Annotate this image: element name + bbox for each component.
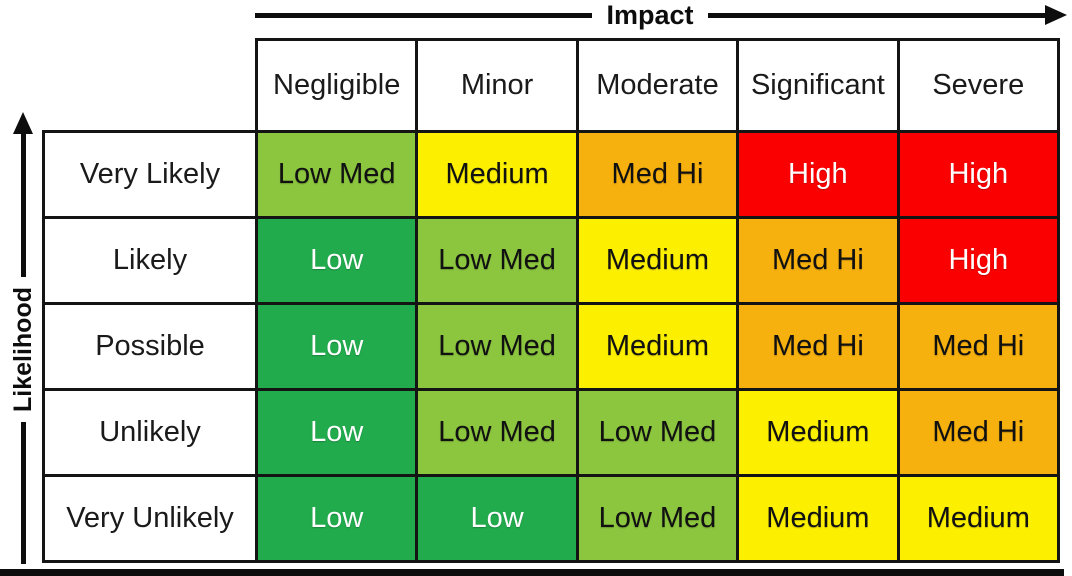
impact-axis-line-right [707, 12, 1045, 18]
impact-axis-label: Impact [606, 0, 694, 30]
risk-cell: Low [415, 474, 579, 563]
likelihood-axis-line-bottom [20, 421, 26, 564]
risk-cell: High [896, 130, 1061, 219]
risk-cell: Med Hi [896, 388, 1061, 477]
risk-cell: Medium [896, 474, 1061, 563]
risk-cell: Low Med [415, 216, 579, 305]
risk-matrix-table: Negligible Minor Moderate Significant Se… [42, 38, 1061, 563]
impact-arrowhead-icon [1045, 5, 1067, 25]
risk-cell: Med Hi [896, 302, 1061, 391]
row-header-very-likely: Very Likely [42, 130, 258, 219]
risk-cell: Med Hi [736, 302, 900, 391]
likelihood-axis-label: Likelihood [8, 286, 37, 412]
risk-cell: Medium [575, 216, 740, 305]
risk-cell: Low [254, 302, 419, 391]
risk-cell: Med Hi [575, 130, 740, 219]
risk-cell: Low Med [575, 474, 740, 563]
risk-cell: Medium [575, 302, 740, 391]
likelihood-arrowhead-icon [13, 112, 33, 134]
impact-axis: Impact [255, 0, 1067, 30]
risk-cell: Low [254, 216, 419, 305]
column-header-minor: Minor [415, 38, 579, 133]
risk-cell: Med Hi [736, 216, 900, 305]
row-header-very-unlikely: Very Unlikely [42, 474, 258, 563]
column-header-severe: Severe [896, 38, 1061, 133]
matrix-row-possible: Possible Low Low Med Medium Med Hi Med H… [42, 302, 1061, 391]
risk-cell: Medium [736, 388, 900, 477]
column-header-significant: Significant [736, 38, 900, 133]
row-header-likely: Likely [42, 216, 258, 305]
risk-cell: High [896, 216, 1061, 305]
risk-cell: Low Med [575, 388, 740, 477]
matrix-row-unlikely: Unlikely Low Low Med Low Med Medium Med … [42, 388, 1061, 477]
matrix-row-very-unlikely: Very Unlikely Low Low Low Med Medium Med… [42, 474, 1061, 563]
likelihood-axis: Likelihood [6, 112, 40, 564]
risk-cell: Low Med [415, 388, 579, 477]
bottom-edge-bar [0, 569, 1064, 576]
risk-cell: Medium [736, 474, 900, 563]
likelihood-axis-line-top [20, 134, 26, 277]
impact-header-row: Negligible Minor Moderate Significant Se… [43, 38, 1061, 133]
risk-cell: Low Med [254, 130, 419, 219]
corner-spacer [43, 39, 257, 132]
risk-cell: Medium [415, 130, 579, 219]
column-header-negligible: Negligible [254, 38, 419, 133]
risk-cell: Low [254, 388, 419, 477]
row-header-unlikely: Unlikely [42, 388, 258, 477]
risk-cell: High [736, 130, 900, 219]
matrix-row-very-likely: Very Likely Low Med Medium Med Hi High H… [42, 130, 1061, 219]
matrix-row-likely: Likely Low Low Med Medium Med Hi High [42, 216, 1061, 305]
impact-axis-line-left [255, 12, 593, 18]
column-header-moderate: Moderate [575, 38, 740, 133]
risk-cell: Low [254, 474, 419, 563]
row-header-possible: Possible [42, 302, 258, 391]
risk-cell: Low Med [415, 302, 579, 391]
